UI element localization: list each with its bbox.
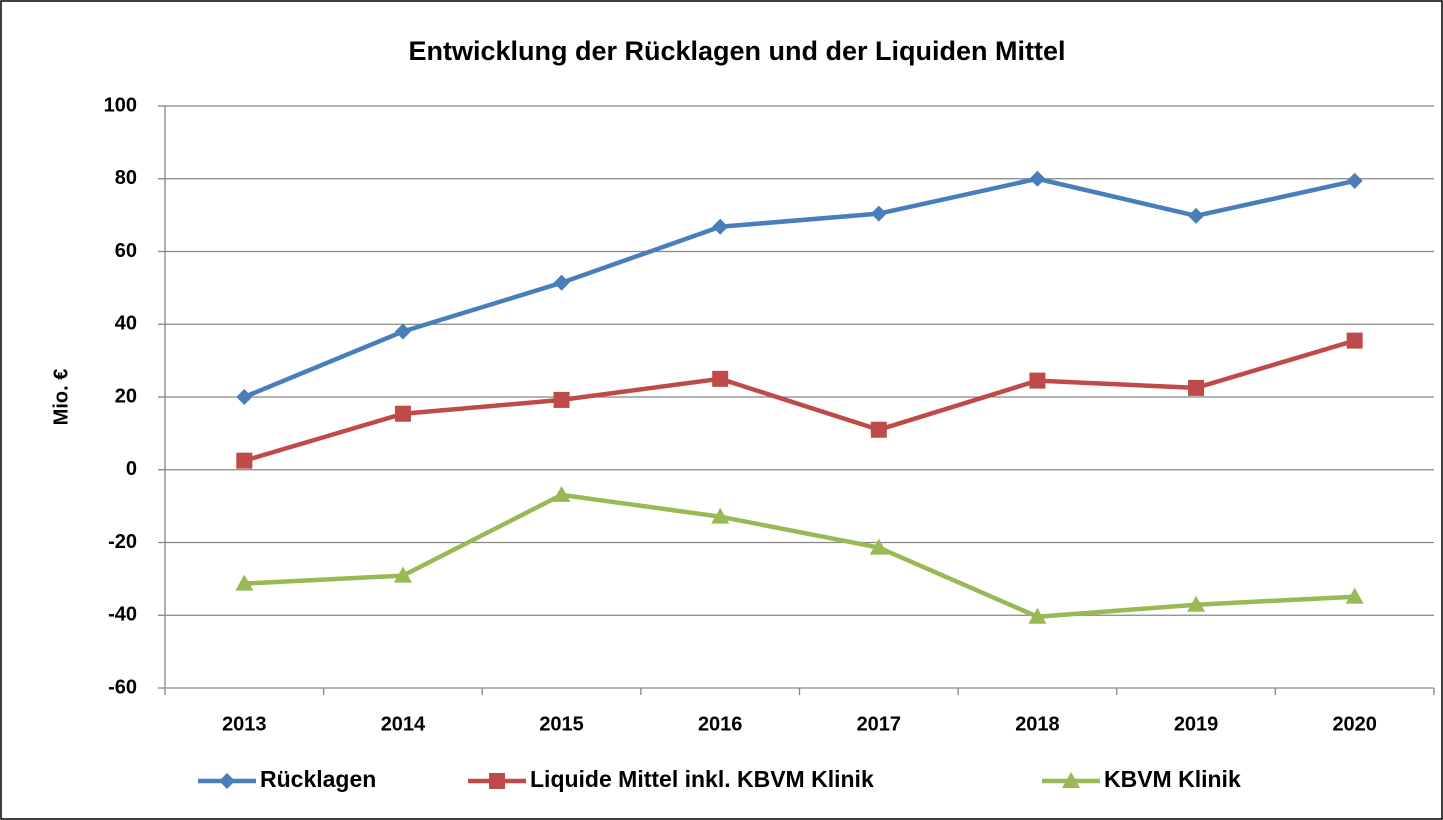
y-tick-label: -20 <box>108 531 137 553</box>
data-point <box>1029 170 1046 187</box>
x-tick-label: 2014 <box>381 713 426 735</box>
data-point <box>236 389 253 405</box>
legend-marker <box>489 773 505 789</box>
y-tick-label: 20 <box>115 385 137 407</box>
y-tick-label: 0 <box>126 458 137 480</box>
data-point <box>553 274 570 291</box>
data-point <box>1346 332 1363 349</box>
y-tick-label: -60 <box>108 676 137 698</box>
data-point <box>870 421 887 438</box>
data-point <box>1028 607 1047 624</box>
y-axis-label: Mio. € <box>50 369 72 426</box>
x-tick-label: 2019 <box>1174 713 1219 735</box>
data-point <box>1188 379 1205 396</box>
x-tick-label: 2020 <box>1332 713 1377 735</box>
data-point <box>393 566 412 583</box>
data-point <box>552 485 571 502</box>
data-point <box>236 452 253 469</box>
series-line <box>244 492 1355 619</box>
y-tick-label: -40 <box>108 604 137 626</box>
data-point <box>1187 595 1206 612</box>
x-tick-label: 2017 <box>857 713 902 735</box>
legend-marker <box>1062 772 1080 788</box>
legend-label: KBVM Klinik <box>1104 766 1241 792</box>
x-tick-label: 2018 <box>1015 713 1060 735</box>
x-tick-label: 2013 <box>222 713 267 735</box>
data-point <box>712 370 729 387</box>
x-tick-label: 2016 <box>698 713 743 735</box>
data-point <box>394 323 411 340</box>
data-point <box>869 538 888 555</box>
data-point <box>711 507 730 524</box>
legend-label: Liquide Mittel inkl. KBVM Klinik <box>530 766 874 792</box>
chart-title: Entwicklung der Rücklagen und der Liquid… <box>408 36 1065 66</box>
y-tick-label: 40 <box>115 313 137 335</box>
x-tick-label: 2015 <box>539 713 584 735</box>
y-tick-label: 60 <box>115 240 137 262</box>
data-point <box>394 405 411 422</box>
y-tick-label: 100 <box>104 94 137 116</box>
data-point <box>1345 587 1364 604</box>
data-point <box>1188 207 1205 224</box>
series-line <box>243 338 1356 463</box>
data-point <box>235 574 254 591</box>
data-point <box>870 205 887 222</box>
y-tick-label: 80 <box>115 167 137 189</box>
series-line <box>243 176 1356 400</box>
legend-marker <box>219 773 235 789</box>
data-point <box>712 218 729 235</box>
data-point <box>1029 372 1046 389</box>
legend-label: Rücklagen <box>260 766 376 792</box>
data-point <box>1346 172 1363 189</box>
data-point <box>553 391 570 408</box>
